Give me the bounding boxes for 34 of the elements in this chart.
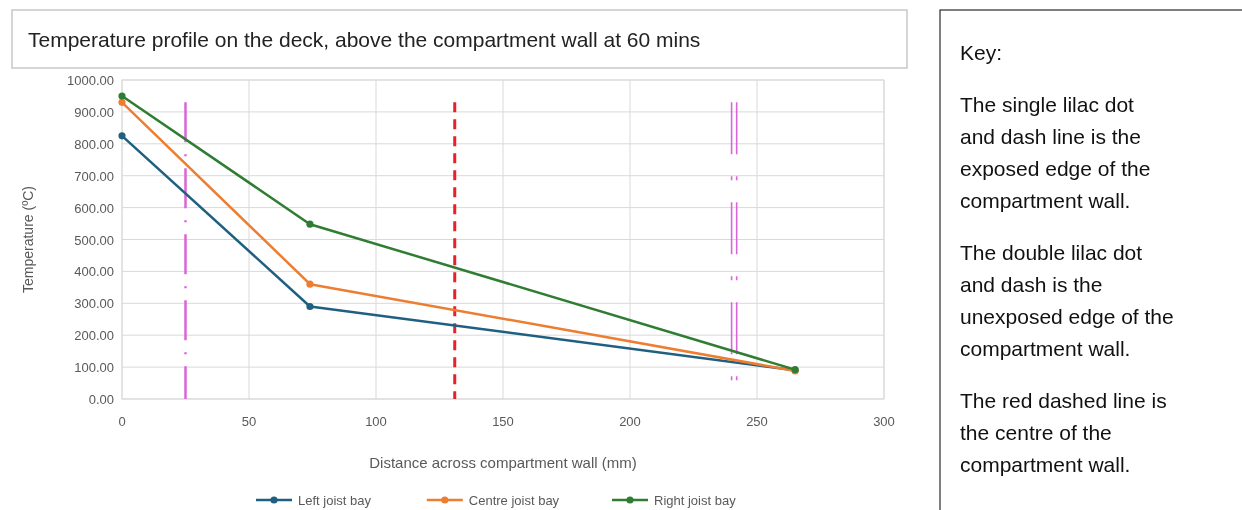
y-tick-label: 800.00 — [74, 136, 114, 152]
y-tick-label: 500.00 — [74, 232, 114, 248]
point — [118, 132, 126, 140]
y-tick-label: 200.00 — [74, 328, 114, 344]
y-tick-label: 300.00 — [74, 296, 114, 312]
x-tick-label: 100 — [365, 414, 387, 429]
legend-label: Left joist bay — [298, 493, 372, 508]
x-tick-label: 50 — [241, 414, 257, 429]
text: Key: — [960, 41, 1003, 64]
y-tick-label: 1000.00 — [67, 73, 114, 88]
y-tick-label: 100.00 — [74, 360, 114, 376]
x-tick-label: 200 — [619, 414, 641, 429]
text: The single lilac dot and dash line is the exposed edge of the compartment wall. — [960, 93, 1151, 212]
x-tick-label: 300 — [873, 414, 895, 429]
text: The double lilac dot and dash is the unexposed edge of the compartment wall. — [960, 241, 1174, 360]
text: The red dashed line is the centre of the compartment wall. — [960, 389, 1167, 476]
point — [118, 92, 126, 100]
chart-title: Temperature profile on the deck, above the compartment wall at 60 mins — [28, 28, 701, 51]
y-tick-label: 900.00 — [74, 104, 114, 120]
x-tick-label: 0 — [118, 414, 126, 429]
point — [306, 280, 314, 288]
legend-label: Centre joist bay — [468, 493, 560, 508]
x-tick-label: 150 — [492, 414, 514, 429]
y-tick-label: 0.00 — [88, 392, 114, 407]
y-axis-title: Temperature (ºC) — [20, 185, 36, 294]
legend-label: Right joist bay — [654, 493, 737, 508]
y-tick-label: 700.00 — [74, 168, 114, 184]
y-tick-label: 400.00 — [74, 264, 114, 280]
x-axis-title: Distance across compartment wall (mm) — [369, 454, 637, 471]
x-tick-label: 250 — [746, 414, 768, 429]
point — [306, 220, 314, 228]
point — [306, 302, 314, 311]
point — [118, 98, 126, 106]
y-tick-label: 600.00 — [74, 200, 114, 216]
